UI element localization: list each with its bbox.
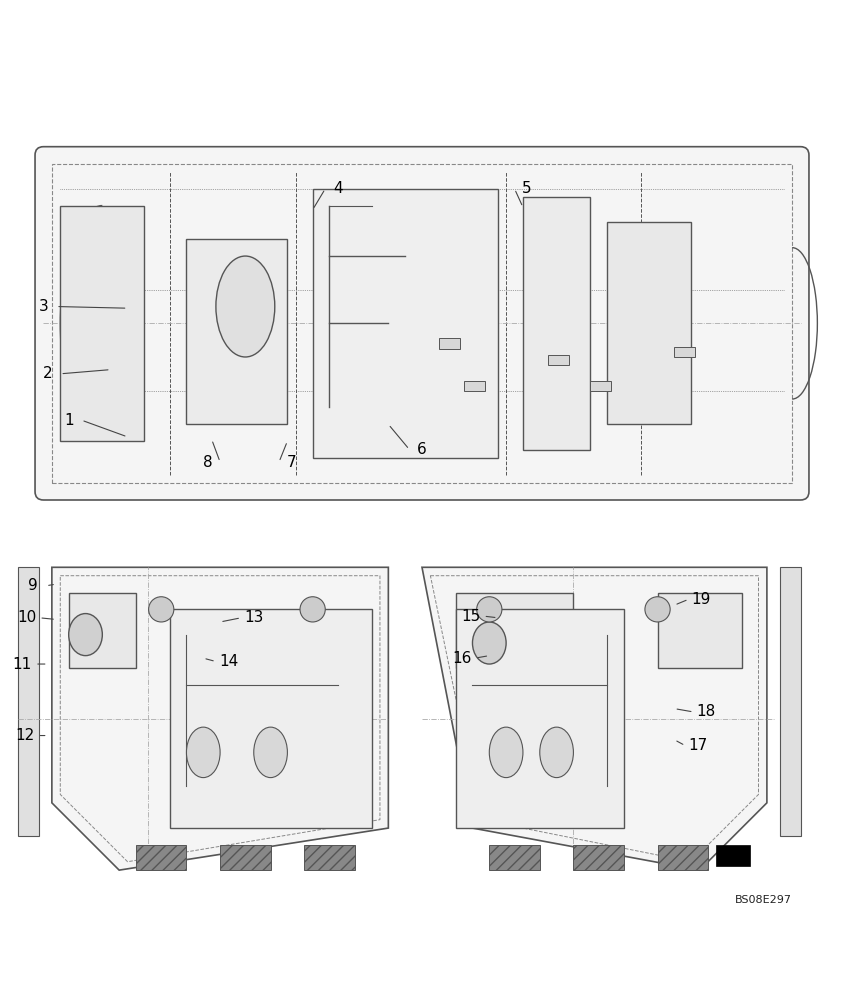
Polygon shape	[51, 567, 388, 870]
Bar	[220, 845, 271, 870]
Text: 19: 19	[691, 592, 711, 607]
Text: 1: 1	[64, 413, 73, 428]
FancyBboxPatch shape	[35, 147, 809, 500]
Text: 7: 7	[287, 455, 296, 470]
Bar	[60, 206, 144, 441]
Bar	[674, 347, 695, 357]
Text: 14: 14	[219, 654, 238, 669]
Text: 18: 18	[696, 704, 716, 719]
Bar	[590, 381, 611, 391]
Circle shape	[477, 597, 502, 622]
Bar	[780, 567, 801, 836]
Bar	[464, 381, 485, 391]
Ellipse shape	[68, 614, 102, 656]
Bar	[68, 593, 136, 668]
Bar	[573, 845, 624, 870]
Text: 9: 9	[29, 578, 38, 593]
Ellipse shape	[540, 727, 573, 778]
Bar	[657, 845, 708, 870]
Circle shape	[149, 597, 174, 622]
Ellipse shape	[187, 727, 220, 778]
Bar	[187, 239, 288, 424]
Text: 3: 3	[39, 299, 48, 314]
Bar	[304, 845, 354, 870]
Ellipse shape	[473, 622, 506, 664]
Text: 5: 5	[522, 181, 532, 196]
Ellipse shape	[254, 727, 288, 778]
Text: 10: 10	[17, 610, 36, 625]
Bar	[51, 164, 793, 483]
Circle shape	[645, 597, 670, 622]
Bar	[523, 197, 590, 450]
Text: BS08E297: BS08E297	[735, 895, 793, 905]
Bar	[657, 593, 742, 668]
Bar	[456, 609, 624, 828]
Text: 8: 8	[203, 455, 213, 470]
Text: 16: 16	[452, 651, 472, 666]
Text: 15: 15	[461, 609, 480, 624]
Text: 6: 6	[417, 442, 427, 457]
Bar	[717, 845, 750, 866]
Text: 2: 2	[43, 366, 52, 381]
Circle shape	[300, 597, 325, 622]
Bar	[549, 355, 569, 365]
Text: 4: 4	[333, 181, 343, 196]
Text: 13: 13	[244, 610, 263, 625]
Bar	[170, 609, 371, 828]
Ellipse shape	[490, 727, 523, 778]
Polygon shape	[422, 567, 767, 870]
Bar	[490, 845, 540, 870]
Bar	[312, 189, 498, 458]
Text: 11: 11	[13, 657, 32, 672]
Bar	[439, 338, 460, 349]
Bar	[19, 567, 39, 836]
Ellipse shape	[216, 256, 275, 357]
Text: 17: 17	[689, 738, 707, 753]
Text: 12: 12	[15, 728, 35, 743]
Bar	[136, 845, 187, 870]
Bar	[456, 593, 573, 668]
Bar	[607, 222, 691, 424]
